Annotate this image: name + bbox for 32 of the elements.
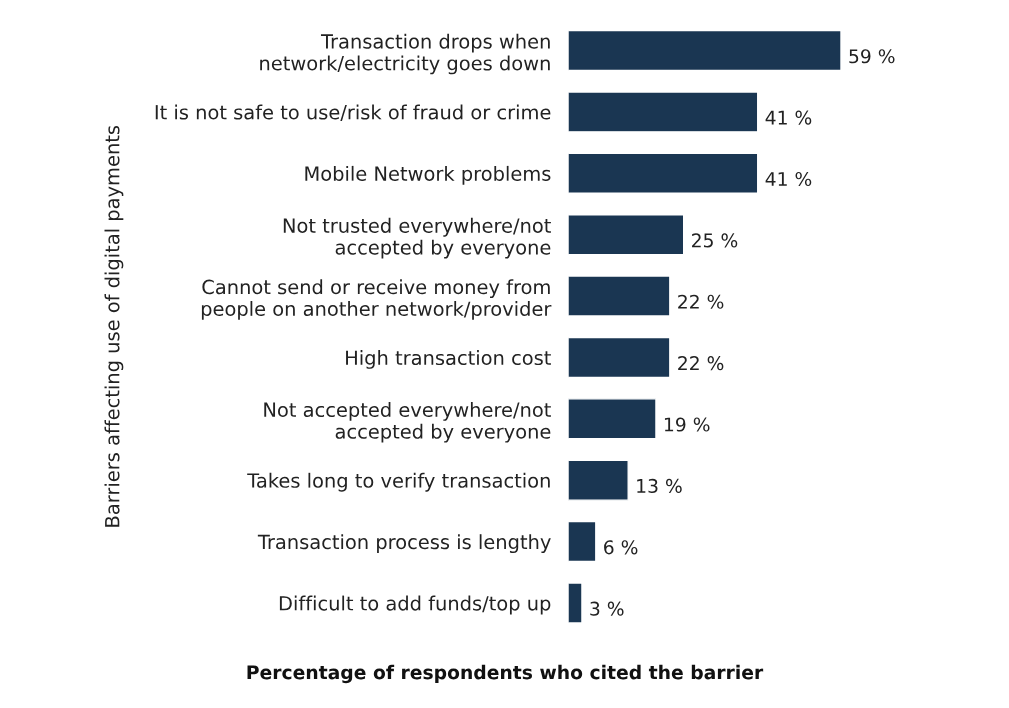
bar	[568, 398, 657, 440]
data-label: 22 %	[678, 294, 724, 309]
y-tick-label: Not trusted everywhere/not accepted by everyone	[283, 217, 551, 259]
bar	[568, 459, 629, 501]
bar	[568, 520, 597, 563]
y-tick-label: Takes long to verify transaction	[247, 472, 550, 492]
bar	[568, 582, 583, 624]
y-tick-label: High transaction cost	[346, 350, 551, 369]
data-label: 59 %	[849, 49, 895, 64]
data-label: 13 %	[637, 478, 682, 494]
data-label: 3 %	[590, 601, 624, 616]
x-axis-title: Percentage of respondents who cited the barrier	[247, 664, 764, 684]
y-tick-label: Transaction process is lengthy	[257, 534, 551, 554]
data-label: 6 %	[604, 540, 638, 555]
bar	[568, 275, 671, 317]
y-tick-label: Not accepted everywhere/not accepted by everyone	[264, 402, 551, 443]
data-label: 41 %	[765, 171, 812, 187]
data-label: 19 %	[664, 417, 710, 432]
data-label: 22 %	[678, 356, 724, 371]
bar	[568, 336, 671, 379]
data-label: 41 %	[765, 110, 812, 125]
bar	[568, 214, 685, 256]
bar	[568, 29, 842, 72]
data-label: 25 %	[692, 233, 738, 248]
y-tick-label: Mobile Network problems	[305, 165, 551, 185]
y-tick-label: Cannot send or receive money from people on another network/provider	[201, 279, 552, 320]
bar	[568, 91, 759, 133]
y-tick-label: Difficult to add funds/top up	[279, 595, 551, 615]
y-tick-label: Transaction drops when network/electricity goes down	[260, 33, 550, 75]
y-tick-label: It is not safe to use/risk of fraud or crime	[155, 104, 551, 122]
bar	[568, 152, 759, 194]
y-axis-title: Barriers affecting use of digital payments	[104, 125, 124, 527]
